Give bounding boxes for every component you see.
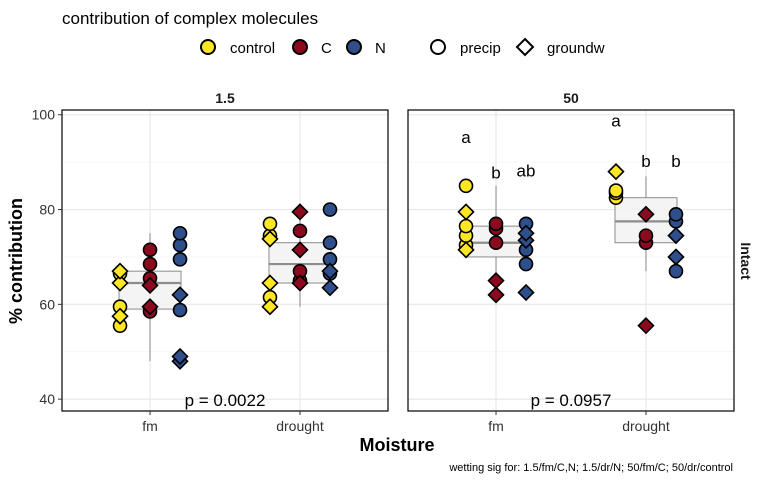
y-tick-label: 80 xyxy=(39,202,55,218)
legend-swatch-groundw xyxy=(515,37,535,57)
point-n-precip xyxy=(322,202,338,217)
point-n-precip xyxy=(322,235,338,251)
point-c-groundw xyxy=(637,317,655,335)
legend-swatch-c xyxy=(292,39,308,55)
point-c-groundw xyxy=(637,205,655,223)
legend: control C N precip groundw xyxy=(200,37,605,57)
legend-label-precip: precip xyxy=(460,40,501,57)
point-c-precip xyxy=(292,223,308,239)
legend-swatch-control xyxy=(200,39,216,55)
point-control-groundw xyxy=(111,274,129,292)
point-c-groundw xyxy=(141,276,159,295)
point-n-precip xyxy=(518,256,534,272)
point-n-groundw xyxy=(667,226,685,245)
panel-1: p = 0.0022 fm drought 40 60 80 100 xyxy=(32,107,389,434)
point-c-precip xyxy=(488,216,504,232)
caption: wetting sig for: 1.5/fm/C,N; 1.5/dr/N; 5… xyxy=(448,462,733,474)
point-n-groundw xyxy=(517,283,535,302)
point-control-groundw xyxy=(261,230,279,248)
point-n-groundw xyxy=(171,286,189,304)
panel-label-1: 1.5 xyxy=(215,90,235,106)
point-c-groundw xyxy=(141,298,159,316)
significance-letter: ab xyxy=(517,161,536,180)
x-tick-label: fm xyxy=(488,418,504,434)
y-axis-label: % contribution xyxy=(6,198,26,324)
point-control-groundw xyxy=(111,262,129,280)
point-c-groundw xyxy=(291,203,309,221)
point-n-groundw xyxy=(321,279,339,297)
y-tick-label: 40 xyxy=(39,391,55,407)
significance-letter: b xyxy=(491,164,500,183)
legend-swatch-n xyxy=(346,39,362,55)
point-n-precip xyxy=(172,237,188,253)
x-tick-label: drought xyxy=(276,418,324,434)
point-c-groundw xyxy=(291,241,309,259)
p-value-label: p = 0.0957 xyxy=(531,391,612,410)
point-n-precip xyxy=(172,302,188,318)
point-c-groundw xyxy=(487,272,505,290)
legend-swatch-precip xyxy=(430,39,446,55)
x-tick-label: drought xyxy=(622,418,670,434)
significance-letter: b xyxy=(641,152,650,171)
y-tick-label: 60 xyxy=(39,296,55,312)
legend-label-control: control xyxy=(230,40,275,57)
point-c-groundw xyxy=(291,274,309,292)
point-n-groundw xyxy=(321,262,339,280)
point-n-precip xyxy=(172,252,188,267)
point-n-precip xyxy=(668,206,684,222)
point-control-groundw xyxy=(457,203,475,221)
panel-background xyxy=(408,110,734,411)
significance-letter: b xyxy=(671,152,680,171)
point-c-precip xyxy=(142,242,158,258)
point-control-groundw xyxy=(261,274,279,292)
significance-letter: a xyxy=(611,112,621,131)
x-axis-label: Moisture xyxy=(359,435,434,455)
point-control-groundw xyxy=(261,298,279,316)
strip-label-right: Intact xyxy=(738,242,754,280)
point-control-precip xyxy=(458,218,474,234)
point-n-groundw xyxy=(171,347,189,366)
point-control-precip xyxy=(608,183,624,198)
panel-label-2: 50 xyxy=(563,90,579,106)
x-tick-label: fm xyxy=(142,418,158,434)
point-c-precip xyxy=(142,256,158,272)
point-control-groundw xyxy=(111,307,129,325)
panel-background xyxy=(62,110,388,411)
point-c-groundw xyxy=(487,286,505,304)
chart-title: contribution of complex molecules xyxy=(62,9,318,28)
y-tick-label: 100 xyxy=(32,107,56,123)
point-n-groundw xyxy=(667,248,685,266)
point-control-precip xyxy=(262,216,278,232)
point-c-precip xyxy=(638,228,654,243)
point-n-precip xyxy=(172,225,188,241)
point-n-groundw xyxy=(517,224,535,242)
legend-label-c: C xyxy=(321,40,332,57)
panel-border xyxy=(61,109,389,412)
legend-label-n: N xyxy=(375,40,386,57)
p-value-label: p = 0.0022 xyxy=(185,391,266,410)
point-control-precip xyxy=(458,178,474,194)
legend-label-groundw: groundw xyxy=(547,40,605,57)
panel-border xyxy=(407,109,735,412)
point-control-groundw xyxy=(457,241,475,259)
point-n-precip xyxy=(668,263,684,279)
significance-letter: a xyxy=(461,128,471,147)
point-control-groundw xyxy=(607,162,625,181)
point-c-precip xyxy=(488,235,504,251)
